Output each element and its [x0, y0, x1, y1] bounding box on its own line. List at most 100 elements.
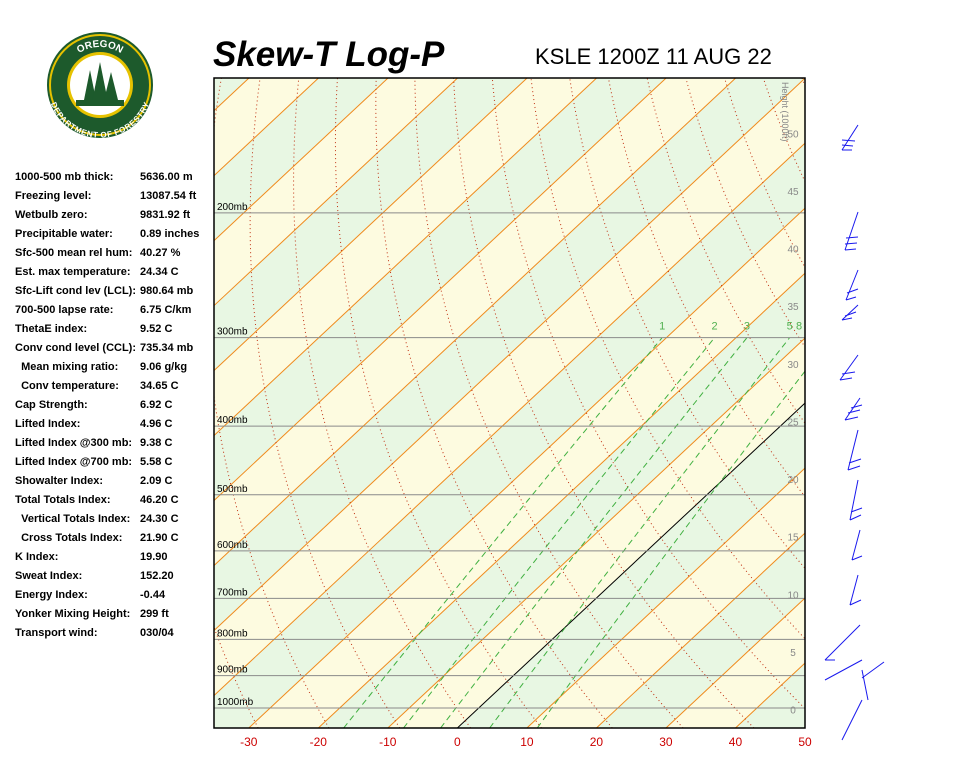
- isotherm-band: [214, 78, 805, 696]
- stat-label: Wetbulb zero:: [15, 209, 88, 221]
- y-tick-label: 400mb: [217, 415, 248, 426]
- y-tick-label: 900mb: [217, 665, 248, 676]
- x-tick-label: 0: [454, 735, 461, 749]
- stat-value: 9.38 C: [140, 437, 172, 449]
- stat-label: Sweat Index:: [15, 570, 82, 582]
- mixing-ratio-label: 1: [659, 321, 665, 333]
- stat-value: 34.65 C: [140, 380, 179, 392]
- stat-label: Showalter Index:: [15, 475, 103, 487]
- y2-tick-label: 45: [787, 187, 799, 198]
- isotherm: [214, 142, 805, 697]
- wind-barb: [824, 624, 861, 661]
- x-tick-label: -20: [310, 735, 328, 749]
- stat-value: 152.20: [140, 570, 174, 582]
- wind-barb: [847, 429, 862, 471]
- x-tick-label: 50: [798, 735, 812, 749]
- y2-tick-label: 15: [787, 533, 799, 544]
- stat-value: 4.96 C: [140, 418, 172, 430]
- stat-label: 1000-500 mb thick:: [15, 171, 113, 183]
- isotherm: [457, 402, 805, 728]
- y-tick-label: 500mb: [217, 484, 248, 495]
- y-tick-label: 200mb: [217, 202, 248, 213]
- stats-table: 1000-500 mb thick: 5636.00 m Freezing leve…: [15, 171, 199, 639]
- stat-label: Conv temperature:: [15, 380, 119, 392]
- y2-tick-label: 0: [790, 706, 796, 717]
- dry-adiabat: [491, 78, 805, 710]
- mixing-ratio-label: 5: [787, 321, 793, 333]
- wind-barb: [844, 397, 863, 421]
- wind-barb: [849, 479, 863, 521]
- logo-text: OREGON: [75, 39, 125, 56]
- stat-value: 980.64 mb: [140, 285, 193, 297]
- stat-label: Precipitable water:: [15, 228, 113, 240]
- stat-label: Cross Totals Index:: [15, 532, 122, 544]
- wind-barb: [841, 304, 859, 321]
- dry-adiabat: [841, 78, 960, 728]
- y2-tick-label: 50: [787, 129, 799, 140]
- stat-label: Est. max temperature:: [15, 266, 131, 278]
- stat-label: K Index:: [15, 551, 58, 563]
- isotherm: [214, 78, 389, 242]
- x-tick-label: 40: [729, 735, 743, 749]
- dry-adiabat: [293, 78, 472, 728]
- mixing-ratio-line: [343, 337, 663, 728]
- stat-label: Yonker Mixing Height:: [15, 608, 130, 620]
- y2-tick-label: 25: [787, 417, 799, 428]
- plot-area: [214, 78, 960, 728]
- stat-value: 9.06 g/kg: [140, 361, 187, 373]
- stat-value: 2.09 C: [140, 475, 172, 487]
- logo-top-text: OREGON: [75, 39, 125, 56]
- dry-adiabat: [801, 78, 805, 88]
- mixing-ratio-line: [440, 337, 748, 728]
- isotherm: [214, 78, 805, 632]
- chart-subtitle: KSLE 1200Z 11 AUG 22: [535, 44, 772, 69]
- stat-value: 9831.92 ft: [140, 209, 190, 221]
- plot-overlay: 1 2 3 5 81000mb900mb800mb700mb600mb500mb400m…: [217, 82, 802, 717]
- wind-barb: [849, 574, 862, 606]
- stat-value: 030/04: [140, 627, 175, 639]
- y2-axis-label: Height (1000ft): [780, 82, 790, 142]
- stat-value: 24.34 C: [140, 266, 179, 278]
- stat-value: 9.52 C: [140, 323, 172, 335]
- stat-label: Energy Index:: [15, 589, 88, 601]
- dry-adiabat: [646, 78, 805, 425]
- isotherm: [214, 78, 458, 307]
- isotherm: [596, 532, 805, 728]
- stat-value: 6.92 C: [140, 399, 172, 411]
- y2-tick-label: 5: [790, 648, 796, 659]
- wind-barbs: [824, 124, 885, 741]
- plot-frame: [213, 77, 806, 729]
- stat-label: Lifted Index @700 mb:: [15, 456, 132, 468]
- y2-tick-label: 40: [787, 245, 799, 256]
- mixing-ratio-line: [536, 370, 805, 728]
- x-tick-label: -10: [379, 735, 397, 749]
- isotherm: [214, 78, 528, 372]
- stat-label: Sfc-500 mean rel hum:: [15, 247, 132, 259]
- stat-label: Conv cond level (CCL):: [15, 342, 136, 354]
- wind-barb: [851, 529, 863, 561]
- stat-value: 5636.00 m: [140, 171, 193, 183]
- logo-tree: [92, 62, 108, 102]
- x-tick-label: 20: [590, 735, 604, 749]
- y-tick-label: 700mb: [217, 587, 248, 598]
- y2-tick-label: 10: [787, 590, 799, 601]
- logo: OREGON DEPARTMENT OF FORESTRY: [47, 32, 153, 140]
- stat-value: 24.30 C: [140, 513, 179, 525]
- dry-adiabat: [249, 78, 401, 728]
- mixing-ratio-label: 3: [744, 321, 750, 333]
- logo-ground: [76, 100, 124, 106]
- dry-adiabat: [334, 78, 542, 728]
- stat-value: 6.75 C/km: [140, 304, 192, 316]
- stat-label: Lifted Index:: [15, 418, 80, 430]
- mixing-ratio-label: 2: [712, 321, 718, 333]
- dry-adiabat: [879, 78, 960, 728]
- wind-barb: [844, 211, 859, 251]
- stat-label: Mean mixing ratio:: [15, 361, 118, 373]
- dry-adiabat: [918, 78, 960, 728]
- mixing-ratio-line: [489, 337, 790, 728]
- stat-value: 735.34 mb: [140, 342, 193, 354]
- stat-value: 46.20 C: [140, 494, 179, 506]
- isotherm: [317, 272, 805, 728]
- isotherm: [804, 727, 805, 728]
- stat-value: 19.90: [140, 551, 168, 563]
